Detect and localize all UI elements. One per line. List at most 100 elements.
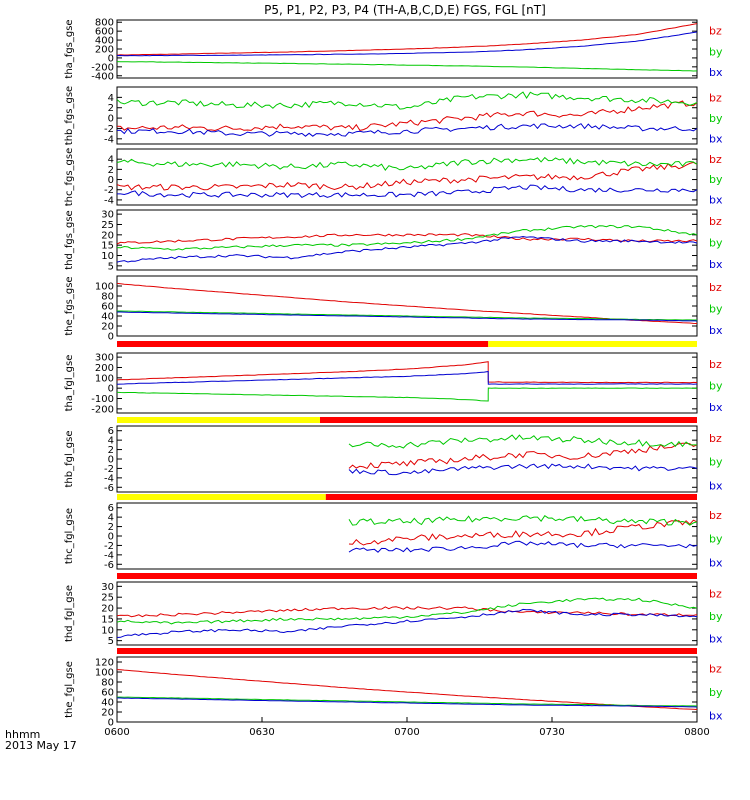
x-tick-label: 0600 bbox=[104, 727, 129, 738]
y-tick-label: 0 bbox=[108, 114, 114, 125]
series-line-bz bbox=[116, 161, 698, 191]
footer-hhmm: hhmm bbox=[5, 728, 40, 741]
y-axis-label: thc_fgs_gse bbox=[64, 148, 75, 207]
legend-bx: bx bbox=[709, 258, 723, 271]
legend-bx: bx bbox=[709, 479, 723, 492]
y-tick-label: 0 bbox=[108, 532, 114, 543]
series-line-by bbox=[116, 224, 698, 251]
y-tick-label: 6 bbox=[108, 426, 114, 437]
y-tick-label: 0 bbox=[108, 384, 114, 395]
legend-bz: bz bbox=[709, 358, 722, 371]
legend-bx: bx bbox=[709, 556, 723, 569]
legend-bz: bz bbox=[709, 215, 722, 228]
y-tick-label: 10 bbox=[101, 251, 114, 262]
y-tick-label: 20 bbox=[101, 708, 114, 719]
series-line-bx bbox=[116, 31, 698, 57]
y-tick-label: -100 bbox=[91, 394, 114, 405]
y-tick-label: 600 bbox=[95, 27, 114, 38]
y-tick-label: 6 bbox=[108, 503, 114, 514]
y-tick-label: -4 bbox=[104, 134, 114, 145]
y-tick-label: 300 bbox=[95, 353, 114, 364]
series-line-bx bbox=[117, 184, 698, 199]
y-tick-label: 0 bbox=[108, 53, 114, 64]
y-tick-label: 0 bbox=[108, 332, 114, 343]
series-line-by bbox=[117, 696, 698, 707]
legend-bx: bx bbox=[709, 710, 723, 723]
y-tick-label: 40 bbox=[101, 698, 114, 709]
legend-bz: bz bbox=[709, 663, 722, 676]
legend-by: by bbox=[709, 302, 723, 315]
y-tick-label: 30 bbox=[101, 210, 114, 221]
y-axis-label: thd_fgs_gse bbox=[64, 210, 75, 269]
y-tick-label: 2 bbox=[108, 522, 114, 533]
y-tick-label: 80 bbox=[101, 292, 114, 303]
x-axis: 0600 0630 0700 0730 0800 bbox=[104, 717, 710, 738]
y-tick-label: 2 bbox=[108, 445, 114, 456]
y-axis-label: tha_fgs_gse bbox=[64, 19, 75, 78]
y-axis-label: thd_fgl_gse bbox=[64, 585, 75, 642]
legend-bx: bx bbox=[709, 193, 723, 206]
legend-by: by bbox=[709, 379, 723, 392]
chart-title: P5, P1, P2, P3, P4 (TH-A,B,C,D,E) FGS, F… bbox=[264, 3, 546, 17]
panel-frame bbox=[116, 209, 698, 271]
panel-frame bbox=[116, 425, 698, 493]
y-tick-label: 4 bbox=[108, 513, 114, 524]
y-tick-label: 100 bbox=[95, 668, 114, 679]
series-line-bz bbox=[116, 361, 698, 384]
panel-frame bbox=[116, 148, 698, 206]
y-axis-label: tha_fgl_gse bbox=[64, 355, 75, 412]
mode-bar-segment bbox=[117, 648, 697, 654]
series-line-bz bbox=[116, 23, 698, 56]
series-line-bz bbox=[348, 519, 698, 546]
legend-bz: bz bbox=[709, 509, 722, 522]
y-tick-label: 0 bbox=[108, 718, 114, 729]
series-line-by bbox=[348, 515, 698, 526]
legend-bx: bx bbox=[709, 633, 723, 646]
legend-bz: bz bbox=[709, 153, 722, 166]
y-tick-label: 10 bbox=[101, 625, 114, 636]
legend-by: by bbox=[709, 533, 723, 546]
legend-bz: bz bbox=[709, 587, 722, 600]
y-tick-label: -400 bbox=[91, 71, 114, 82]
series-line-bx bbox=[117, 311, 698, 322]
series-line-bz bbox=[116, 606, 698, 618]
y-tick-label: 25 bbox=[101, 593, 114, 604]
y-tick-label: 5 bbox=[108, 261, 114, 272]
y-tick-label: 25 bbox=[101, 220, 114, 231]
panel-frame bbox=[116, 581, 698, 646]
y-tick-label: 20 bbox=[101, 322, 114, 333]
y-tick-label: -2 bbox=[104, 185, 114, 196]
y-axis-label: the_fgs_gse bbox=[64, 276, 75, 335]
legend-bz: bz bbox=[709, 91, 722, 104]
y-tick-label: 400 bbox=[95, 36, 114, 47]
mode-bars bbox=[117, 341, 697, 654]
y-tick-label: 4 bbox=[108, 436, 114, 447]
legend-bz: bz bbox=[709, 281, 722, 294]
mode-bar-segment bbox=[117, 494, 326, 500]
panel-thc_fgs_gse: 420-2-4 thc_fgs_gse bz by bx bbox=[64, 148, 723, 207]
y-tick-label: 20 bbox=[101, 230, 114, 241]
mode-bar-segment bbox=[320, 417, 697, 423]
panel-frame bbox=[116, 502, 698, 570]
legend-by: by bbox=[709, 686, 723, 699]
y-tick-label: 20 bbox=[101, 604, 114, 615]
panel-frame bbox=[116, 656, 698, 723]
y-tick-label: 2 bbox=[108, 165, 114, 176]
y-tick-label: -2 bbox=[104, 124, 114, 135]
series-line-by bbox=[116, 61, 698, 72]
legend-by: by bbox=[709, 610, 723, 623]
series-line-by bbox=[116, 387, 698, 402]
y-axis-label: thb_fgl_gse bbox=[64, 431, 75, 488]
y-axis-label: the_fgl_gse bbox=[64, 661, 75, 718]
mode-bar-segment bbox=[325, 494, 697, 500]
y-tick-label: 15 bbox=[101, 614, 114, 625]
mode-bar-segment bbox=[488, 341, 697, 347]
series-line-by bbox=[116, 597, 698, 625]
series-line-by bbox=[117, 310, 697, 321]
footer-date: 2013 May 17 bbox=[5, 739, 77, 752]
mode-bar-segment bbox=[117, 573, 697, 579]
